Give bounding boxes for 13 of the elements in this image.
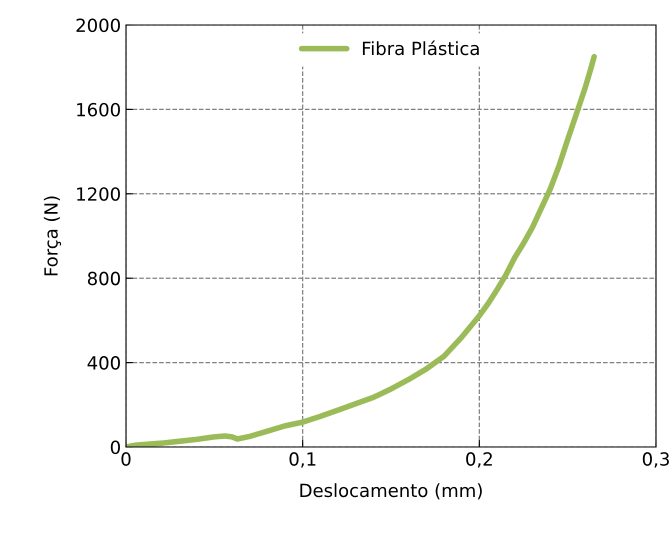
y-tick-label: 1600 — [77, 102, 120, 117]
x-tick-label: 0 — [121, 452, 131, 466]
y-tick-label: 0 — [110, 440, 120, 454]
x-axis-title: Deslocamento (mm) — [300, 483, 482, 500]
x-tick-label: 0,3 — [642, 452, 669, 468]
x-tick-label: 0,2 — [466, 452, 492, 468]
legend-label: Fibra Plástica — [362, 40, 479, 56]
y-tick-label: 2000 — [76, 18, 120, 32]
y-tick-label: 800 — [88, 272, 120, 286]
y-tick-label: 400 — [88, 356, 120, 370]
y-axis-title: Força (N) — [44, 196, 62, 276]
y-tick-label: 1200 — [77, 187, 120, 201]
x-tick-label: 0,1 — [290, 452, 316, 468]
